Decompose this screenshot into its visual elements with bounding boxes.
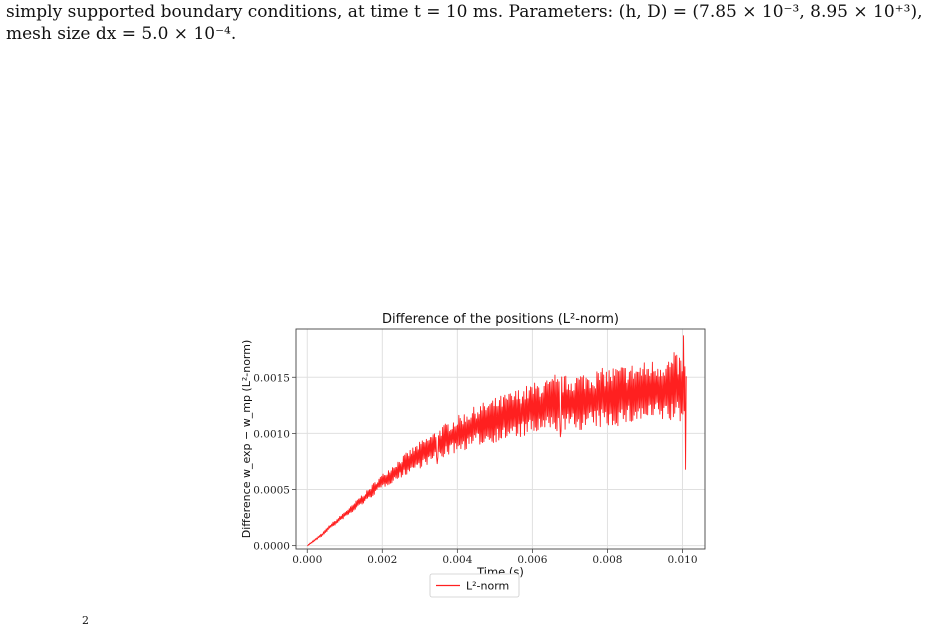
y-axis-label: Difference w_exp − w_mp (L²-norm) — [240, 340, 253, 539]
x-tick-label: 0.008 — [592, 554, 622, 566]
legend-box — [429, 573, 520, 598]
x-tick-label: 0.002 — [367, 554, 397, 566]
x-tick-label: 0.006 — [517, 554, 547, 566]
figure-caption: simply supported boundary conditions, at… — [6, 1, 946, 45]
plot-frame — [295, 328, 706, 550]
x-tick-label: 0.004 — [442, 554, 472, 566]
y-tick-label: 0.0005 — [253, 485, 290, 497]
footer-fragment: 2 — [82, 614, 89, 627]
y-tick-label: 0.0010 — [253, 428, 290, 440]
y-tick-label: 0.0000 — [253, 541, 290, 553]
series-line-l2-norm — [307, 335, 687, 547]
legend-label: L²-norm — [466, 580, 509, 593]
chart-title: Difference of the positions (L²-norm) — [382, 312, 619, 327]
caption-line-1: simply supported boundary conditions, at… — [6, 2, 923, 22]
x-tick-label: 0.010 — [667, 554, 697, 566]
caption-line-2: mesh size dx = 5.0 × 10⁻⁴. — [6, 24, 237, 44]
x-tick-label: 0.000 — [292, 554, 322, 566]
y-tick-label: 0.0015 — [253, 372, 290, 384]
